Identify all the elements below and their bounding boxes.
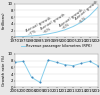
Text: Annual growth
~6%: Annual growth ~6% (40, 13, 68, 35)
Text: Annual growth
~6%: Annual growth ~6% (58, 8, 86, 31)
Text: Annual growth
~5%: Annual growth ~5% (75, 0, 100, 25)
Y-axis label: Revenue passenger kilometres (RPK)
(trillions): Revenue passenger kilometres (RPK) (tril… (0, 0, 6, 57)
Y-axis label: Growth rate (%): Growth rate (%) (2, 55, 6, 86)
Legend: Revenue passenger kilometres (RPK): Revenue passenger kilometres (RPK) (20, 43, 93, 50)
Text: Annual growth
~7%: Annual growth ~7% (25, 16, 54, 36)
